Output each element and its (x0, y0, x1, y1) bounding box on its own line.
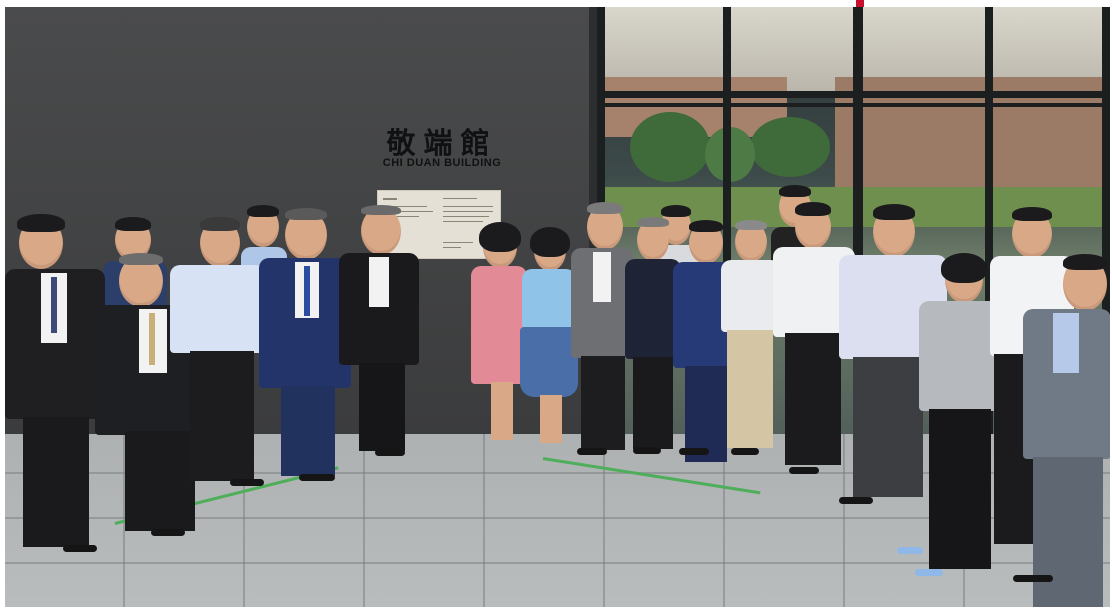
building-name-english: CHI DUAN BUILDING (362, 157, 522, 169)
reflected-tree (630, 112, 710, 182)
group-photo: 敬端館 CHI DUAN BUILDING (5, 7, 1110, 607)
reflected-tree (750, 117, 830, 177)
building-name-chinese: 敬端館 (362, 120, 522, 162)
red-corner-mark (856, 0, 864, 7)
